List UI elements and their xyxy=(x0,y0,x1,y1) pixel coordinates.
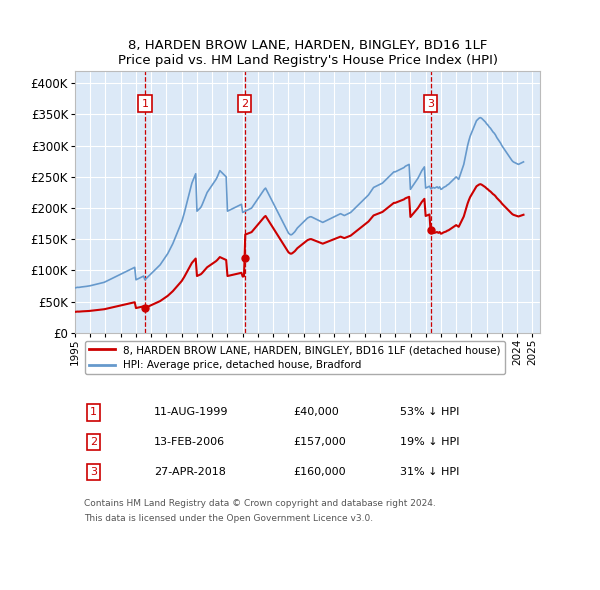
Text: £160,000: £160,000 xyxy=(293,467,346,477)
Legend: 8, HARDEN BROW LANE, HARDEN, BINGLEY, BD16 1LF (detached house), HPI: Average pr: 8, HARDEN BROW LANE, HARDEN, BINGLEY, BD… xyxy=(85,341,505,375)
Title: 8, HARDEN BROW LANE, HARDEN, BINGLEY, BD16 1LF
Price paid vs. HM Land Registry's: 8, HARDEN BROW LANE, HARDEN, BINGLEY, BD… xyxy=(118,39,497,67)
Text: 11-AUG-1999: 11-AUG-1999 xyxy=(154,407,229,417)
Text: 31% ↓ HPI: 31% ↓ HPI xyxy=(401,467,460,477)
Text: 19% ↓ HPI: 19% ↓ HPI xyxy=(401,437,460,447)
Text: Contains HM Land Registry data © Crown copyright and database right 2024.: Contains HM Land Registry data © Crown c… xyxy=(84,499,436,508)
Text: 27-APR-2018: 27-APR-2018 xyxy=(154,467,226,477)
Text: £40,000: £40,000 xyxy=(293,407,340,417)
Text: 13-FEB-2006: 13-FEB-2006 xyxy=(154,437,225,447)
Text: This data is licensed under the Open Government Licence v3.0.: This data is licensed under the Open Gov… xyxy=(84,514,373,523)
Text: £157,000: £157,000 xyxy=(293,437,346,447)
Text: 2: 2 xyxy=(241,99,248,109)
Text: 2: 2 xyxy=(90,437,97,447)
Text: 1: 1 xyxy=(90,407,97,417)
Text: 53% ↓ HPI: 53% ↓ HPI xyxy=(401,407,460,417)
Text: 3: 3 xyxy=(90,467,97,477)
Text: 1: 1 xyxy=(142,99,149,109)
Text: 3: 3 xyxy=(427,99,434,109)
